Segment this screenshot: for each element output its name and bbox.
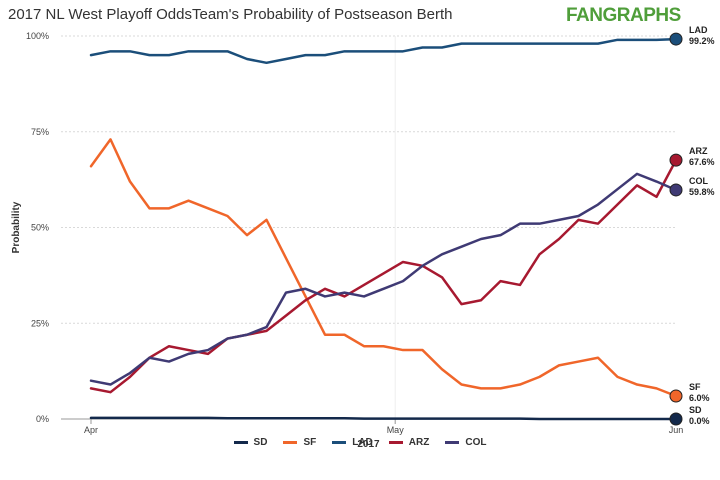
fangraphs-logo: FANGRAPHS	[566, 4, 681, 28]
y-tick-label: 75%	[31, 127, 49, 137]
chart-title: 2017 NL West Playoff OddsTeam's Probabil…	[8, 6, 453, 23]
end-label-team: SF	[689, 382, 701, 392]
x-tick-label: May	[387, 425, 405, 435]
y-tick-label: 100%	[26, 31, 49, 41]
grid	[61, 35, 677, 424]
series-line-sd	[89, 416, 678, 421]
end-label-team: ARZ	[689, 146, 708, 156]
brand-text: FANGRAPHS	[566, 5, 681, 26]
y-tick-label: 0%	[36, 414, 49, 424]
legend-swatch	[233, 441, 248, 444]
series-line-arz	[89, 158, 678, 394]
end-marker-col	[669, 183, 683, 197]
legend-swatch	[445, 441, 460, 444]
legend-label: LAD	[352, 437, 373, 448]
axes: 0% 25% 50% 75% 100% Apr May Jun 2017 Probability	[11, 31, 683, 450]
legend-item: ARZ	[388, 437, 430, 448]
legend-label: SD	[253, 437, 268, 448]
end-label-value: 59.8%	[689, 187, 715, 197]
end-marker-sd	[669, 412, 683, 426]
y-tick-label: 50%	[31, 223, 49, 233]
end-label-team: LAD	[689, 25, 708, 35]
legend-label: SF	[303, 437, 317, 448]
series-lines	[89, 37, 678, 421]
end-label-value: 0.0%	[689, 416, 710, 426]
end-marker-lad	[669, 32, 683, 46]
series-line-lad	[89, 37, 678, 65]
legend-swatch	[332, 441, 347, 444]
y-axis-title: Probability	[11, 201, 22, 253]
legend: SD SF LAD ARZ COL	[0, 437, 720, 448]
end-label-value: 6.0%	[689, 393, 710, 403]
legend-label: COL	[465, 437, 487, 448]
legend-swatch	[388, 441, 403, 444]
end-marker-sf	[669, 389, 683, 403]
legend-label: ARZ	[408, 437, 430, 448]
end-label-team: COL	[689, 176, 709, 186]
legend-item: LAD	[332, 437, 373, 448]
legend-item: SF	[283, 437, 316, 448]
end-label-value: 67.6%	[689, 157, 715, 167]
legend-item: SD	[233, 437, 268, 448]
end-label-value: 99.2%	[689, 36, 715, 46]
legend-item: COL	[445, 437, 486, 448]
end-marker-arz	[669, 153, 683, 167]
x-tick-label: Jun	[669, 425, 684, 435]
legend-swatch	[283, 441, 298, 444]
series-line-sf	[89, 138, 678, 398]
series-line-col	[89, 172, 678, 386]
x-axis-title: 2017	[357, 439, 380, 450]
end-label-team: SD	[689, 405, 702, 415]
x-tick-label: Apr	[84, 425, 98, 435]
y-tick-label: 25%	[31, 318, 49, 328]
